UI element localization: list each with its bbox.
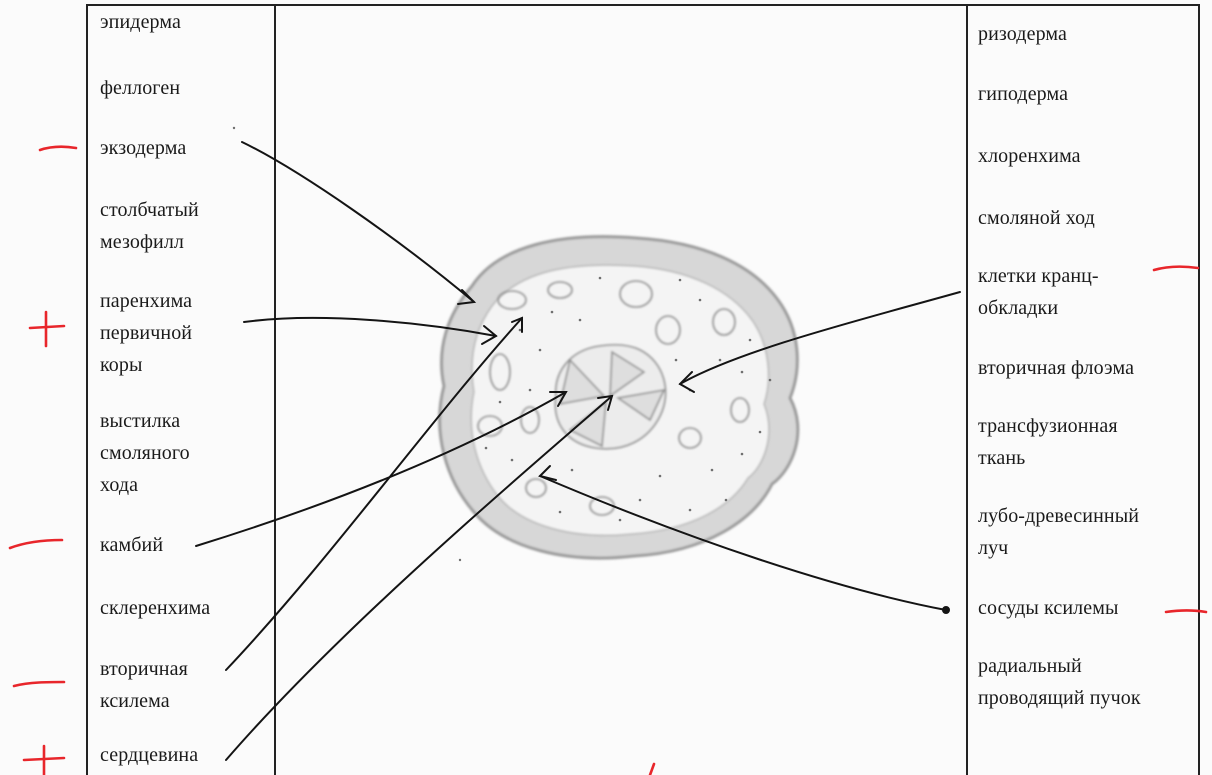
stem-cross-section-drawing xyxy=(233,127,798,561)
minus-mark-ekzoderma xyxy=(40,147,76,150)
minus-mark-vtorichnaya-ksilema xyxy=(14,682,64,686)
arrow-origin-dot xyxy=(943,607,949,613)
plus-mark-parenkhima xyxy=(30,312,64,346)
check-mark-bottom xyxy=(650,764,654,775)
plus-mark-serdtsevina xyxy=(24,746,64,775)
minus-mark-kambiy xyxy=(10,540,62,548)
arrow-ekzoderma xyxy=(242,142,474,302)
minus-mark-sosudy-ksilemy xyxy=(1166,611,1206,613)
minus-mark-kletki-krants xyxy=(1154,267,1198,270)
